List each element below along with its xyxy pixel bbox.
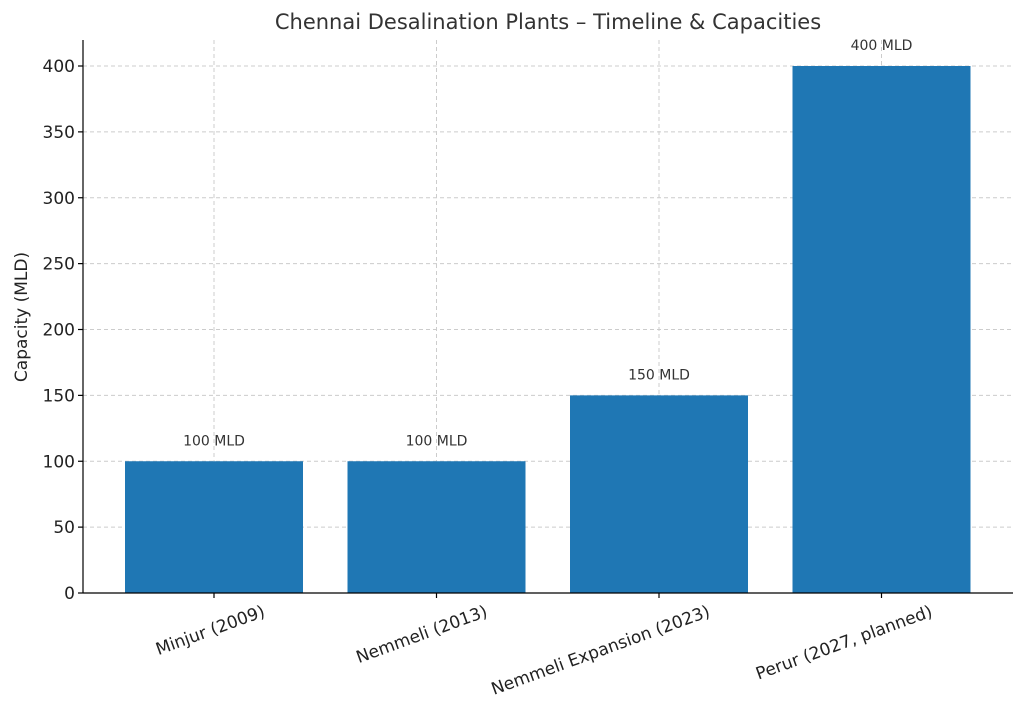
x-tick-label: Nemmeli (2013)	[354, 602, 491, 668]
x-tick-label: Nemmeli Expansion (2023)	[489, 602, 713, 700]
y-tick-label: 350	[43, 123, 75, 143]
y-axis-label: Capacity (MLD)	[12, 252, 32, 382]
y-tick-label: 300	[43, 189, 75, 209]
bars	[125, 66, 971, 593]
y-tick-label: 50	[53, 518, 75, 538]
bar	[347, 461, 526, 593]
data-labels: 100 MLD 100 MLD 150 MLD 400 MLD	[183, 38, 912, 449]
bar	[570, 395, 748, 593]
bar	[792, 66, 971, 593]
data-label: 100 MLD	[183, 433, 245, 449]
x-tick-label: Minjur (2009)	[153, 602, 268, 660]
y-ticks: 0 50 100 150 200 250 300 350 400	[43, 57, 883, 604]
y-tick-label: 150	[43, 386, 75, 406]
y-tick-label: 100	[43, 452, 75, 472]
data-label: 150 MLD	[628, 367, 690, 383]
x-tick-labels: Minjur (2009) Nemmeli (2013)Nemmeli Expan…	[153, 602, 935, 700]
data-label: 100 MLD	[406, 433, 468, 449]
y-tick-label: 0	[64, 584, 75, 604]
chart-title: Chennai Desalination Plants – Timeline &…	[275, 10, 821, 34]
y-tick-label: 250	[43, 255, 75, 275]
bar	[125, 461, 303, 593]
y-tick-label: 200	[43, 321, 75, 341]
y-tick-label: 400	[43, 57, 75, 77]
x-tick-label: Perur (2027, planned)	[753, 602, 935, 685]
data-label: 400 MLD	[851, 38, 913, 54]
